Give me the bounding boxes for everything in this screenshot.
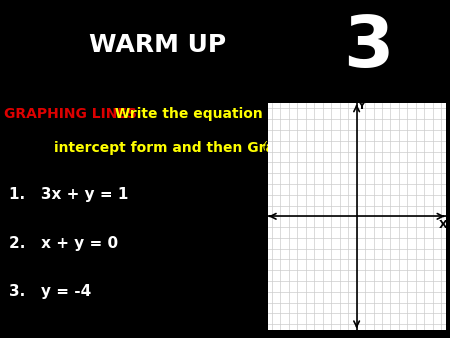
Text: 3.   y = -4: 3. y = -4 <box>9 285 91 299</box>
Text: 1.   3x + y = 1: 1. 3x + y = 1 <box>9 187 128 202</box>
Text: intercept form and then Graph.: intercept form and then Graph. <box>54 141 300 155</box>
Text: (Lesson 4.7): (Lesson 4.7) <box>259 141 331 151</box>
Text: Write the equation in slope-: Write the equation in slope- <box>110 107 335 121</box>
Text: 2.   x + y = 0: 2. x + y = 0 <box>9 236 118 251</box>
Text: 3: 3 <box>343 13 393 82</box>
Text: Y: Y <box>357 101 365 111</box>
Text: GRAPHING LINES: GRAPHING LINES <box>4 107 137 121</box>
Text: X: X <box>439 220 447 230</box>
Text: WARM UP: WARM UP <box>89 33 226 57</box>
